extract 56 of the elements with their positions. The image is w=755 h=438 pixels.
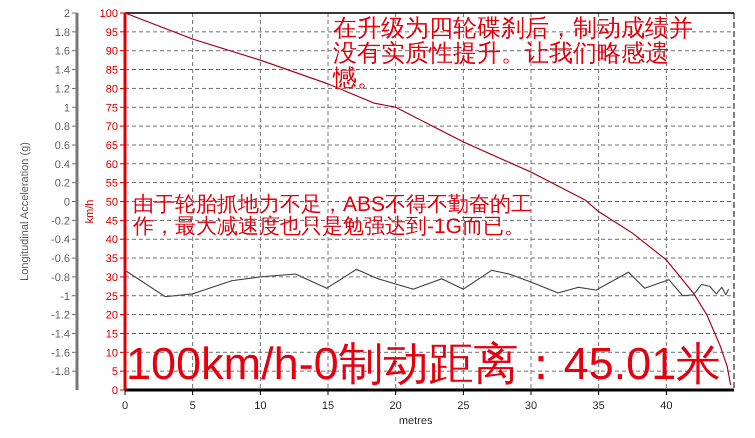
x-tick-label: 0: [122, 400, 128, 412]
x-tick-label: 5: [190, 400, 196, 412]
x-axis-title: metres: [398, 415, 433, 427]
annotation: 在升级为四轮碟刹后，制动成绩并没有实质性提升。让我们略感遗憾。: [333, 16, 694, 92]
y-tick-label: 85: [106, 64, 118, 77]
y2-tick-label: 2: [64, 8, 70, 20]
y2-tick-label: -1.6: [51, 347, 70, 360]
y-tick-label: 70: [106, 121, 118, 134]
y2-tick-label: -0.8: [51, 272, 70, 284]
y2-tick-label: 1.4: [54, 64, 70, 77]
y2-tick-label: 1.6: [54, 46, 70, 58]
y-tick-label: 90: [106, 46, 118, 58]
y-tick-label: 35: [106, 253, 118, 266]
x-tick-label: 40: [660, 400, 672, 412]
annotation: 由于轮胎抓地力不足，ABS不得不勤奋的工作，最大减速度也只是勉强达到-1G而已。: [133, 194, 534, 238]
y-tick-label: 30: [106, 272, 118, 284]
y-tick-label: 75: [106, 102, 118, 114]
y-tick-label: 65: [106, 140, 118, 152]
y2-tick-label: 0.6: [54, 140, 70, 152]
y2-tick-label: 1.2: [54, 83, 70, 96]
y-tick-label: 40: [106, 234, 118, 246]
y-axis-title: km/h: [84, 200, 96, 224]
x-tick-label: 20: [390, 400, 402, 412]
y2-tick-label: -1.8: [51, 366, 70, 378]
y2-tick-label: 1.8: [54, 26, 70, 39]
y-tick-label: 20: [106, 310, 118, 322]
y2-tick-label: 0.8: [54, 121, 70, 134]
y-tick-label: 50: [106, 196, 118, 208]
y-tick-label: 55: [106, 178, 118, 190]
y2-axis-title: Longitudinal Acceleration (g): [19, 142, 31, 281]
annotation: 100km/h-0制动距离：45.01米: [126, 340, 722, 388]
y2-tick-label: 0: [64, 196, 70, 208]
y-tick-label: 100: [100, 8, 118, 20]
y-tick-label: 25: [106, 290, 118, 303]
y2-tick-label: -1.4: [51, 328, 70, 340]
y-tick-label: 60: [106, 158, 118, 171]
y2-tick-label: -0.4: [51, 234, 70, 246]
x-tick-label: 30: [524, 400, 538, 412]
y-tick-label: 0: [112, 385, 118, 397]
y2-tick-label: 0.4: [54, 158, 70, 171]
y-tick-label: 15: [106, 328, 118, 340]
x-tick-label: 25: [457, 400, 470, 412]
x-tick-label: 35: [592, 400, 605, 412]
y-tick-label: 10: [106, 347, 118, 360]
x-tick-label: 10: [254, 400, 266, 412]
y-tick-label: 45: [106, 215, 118, 228]
y2-tick-label: -1.2: [51, 310, 70, 322]
y-tick-label: 5: [112, 366, 118, 378]
y2-tick-label: -1: [60, 290, 70, 303]
y-tick-label: 80: [106, 83, 118, 96]
y2-tick-label: -0.2: [51, 215, 70, 228]
y2-tick-label: 0.2: [54, 178, 70, 190]
y-tick-label: 95: [106, 26, 118, 39]
y2-tick-label: 1: [64, 102, 70, 114]
x-tick-label: 15: [322, 400, 334, 412]
y2-tick-label: -0.6: [51, 253, 70, 266]
